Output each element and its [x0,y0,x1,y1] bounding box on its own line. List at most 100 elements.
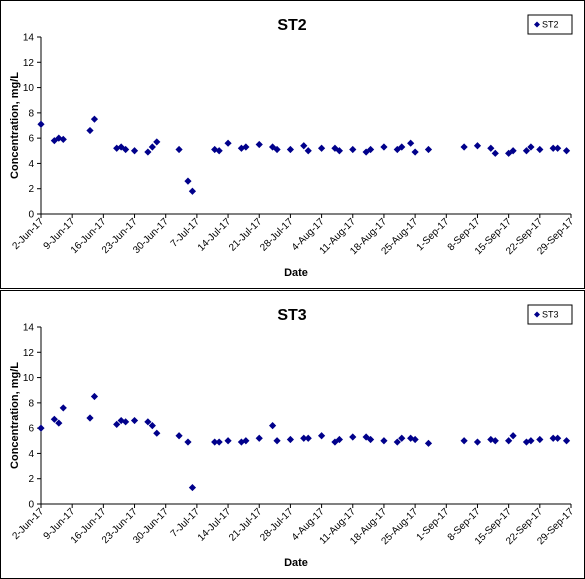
chart-svg-st3: ST3024681012142-Jun-179-Jun-1716-Jun-172… [9,304,576,569]
data-point [255,434,263,442]
data-point [122,145,130,154]
data-point [380,143,388,151]
y-tick-label: 10 [23,373,35,384]
data-point [153,429,161,437]
data-point [491,437,499,445]
data-point [148,143,156,151]
y-tick-label: 10 [23,83,35,94]
data-point [335,147,344,155]
data-point [335,435,344,444]
data-point [362,433,370,441]
data-point [59,135,67,144]
data-point [242,437,250,445]
data-point [411,148,419,156]
data-point [300,434,308,442]
data-point [144,148,152,156]
data-point [304,147,312,155]
data-point [473,142,482,150]
data-point [562,147,571,155]
data-point [215,147,223,155]
y-tick-label: 14 [23,33,35,44]
x-tick-label: 28-Jul-17 [258,506,296,544]
data-point [349,433,357,441]
data-point [242,143,250,151]
data-point [130,147,139,155]
data-point [487,144,495,152]
x-tick-label: 2-Jun-17 [10,216,46,252]
data-point [398,434,406,442]
data-point [37,120,45,128]
data-point [153,138,161,146]
legend-marker [534,21,540,28]
chart-svg-st2: ST2024681012142-Jun-179-Jun-1716-Jun-172… [9,14,576,279]
data-point [491,149,499,157]
data-point [487,435,495,444]
y-axis-label: Concentration, mg/L [9,72,21,179]
data-point [522,147,531,155]
data-point [90,115,99,123]
data-point [349,145,357,154]
y-tick-label: 6 [28,134,34,145]
data-point [393,438,401,446]
x-axis-label: Date [284,267,308,279]
data-point [184,438,192,446]
data-point [86,414,94,422]
data-point [509,432,517,440]
data-point [268,422,277,430]
data-point [317,432,326,440]
y-tick-label: 8 [28,108,34,119]
data-point [188,483,197,492]
y-tick-label: 12 [23,348,35,359]
data-point [562,437,571,445]
data-point [304,434,312,442]
data-point [398,143,406,151]
data-point [55,134,63,142]
legend-label: ST2 [542,20,559,30]
data-point [554,144,562,152]
data-point [460,437,468,445]
data-point [505,437,513,445]
data-point [366,435,375,444]
x-tick-label: 2-Jun-17 [10,506,46,542]
data-point [215,438,223,446]
data-point [366,145,375,154]
data-point [175,432,183,440]
data-point [536,145,544,154]
data-point [554,434,562,442]
data-point [407,434,415,442]
data-point [211,438,219,446]
data-point [255,140,263,149]
data-point [549,434,557,442]
y-tick-label: 0 [28,210,34,221]
data-point [317,144,326,152]
data-point [460,143,468,151]
data-point [286,435,295,444]
data-point [380,437,388,445]
legend-box [527,14,573,35]
data-point [175,145,183,154]
chart-title: ST2 [277,17,306,34]
data-point [117,416,125,425]
data-point [527,437,535,445]
data-point [407,139,415,147]
data-point [509,147,517,155]
data-point [424,145,433,154]
data-point [273,437,281,445]
x-tick-label: 28-Jul-17 [258,216,296,254]
data-point [411,435,419,444]
legend-box [527,304,573,325]
data-point [522,438,531,446]
y-tick-label: 4 [28,449,34,460]
y-axis-label: Concentration, mg/L [9,362,21,469]
legend-marker [534,311,540,318]
x-axis-label: Date [284,557,308,569]
x-tick-label: 1-Sep-17 [415,506,452,543]
y-tick-label: 2 [28,474,34,485]
data-point [473,438,482,446]
data-point [300,142,308,150]
data-point [37,424,45,432]
data-point [286,145,295,154]
y-tick-label: 0 [28,500,34,511]
y-tick-label: 8 [28,398,34,409]
legend: ST3 [527,304,573,325]
